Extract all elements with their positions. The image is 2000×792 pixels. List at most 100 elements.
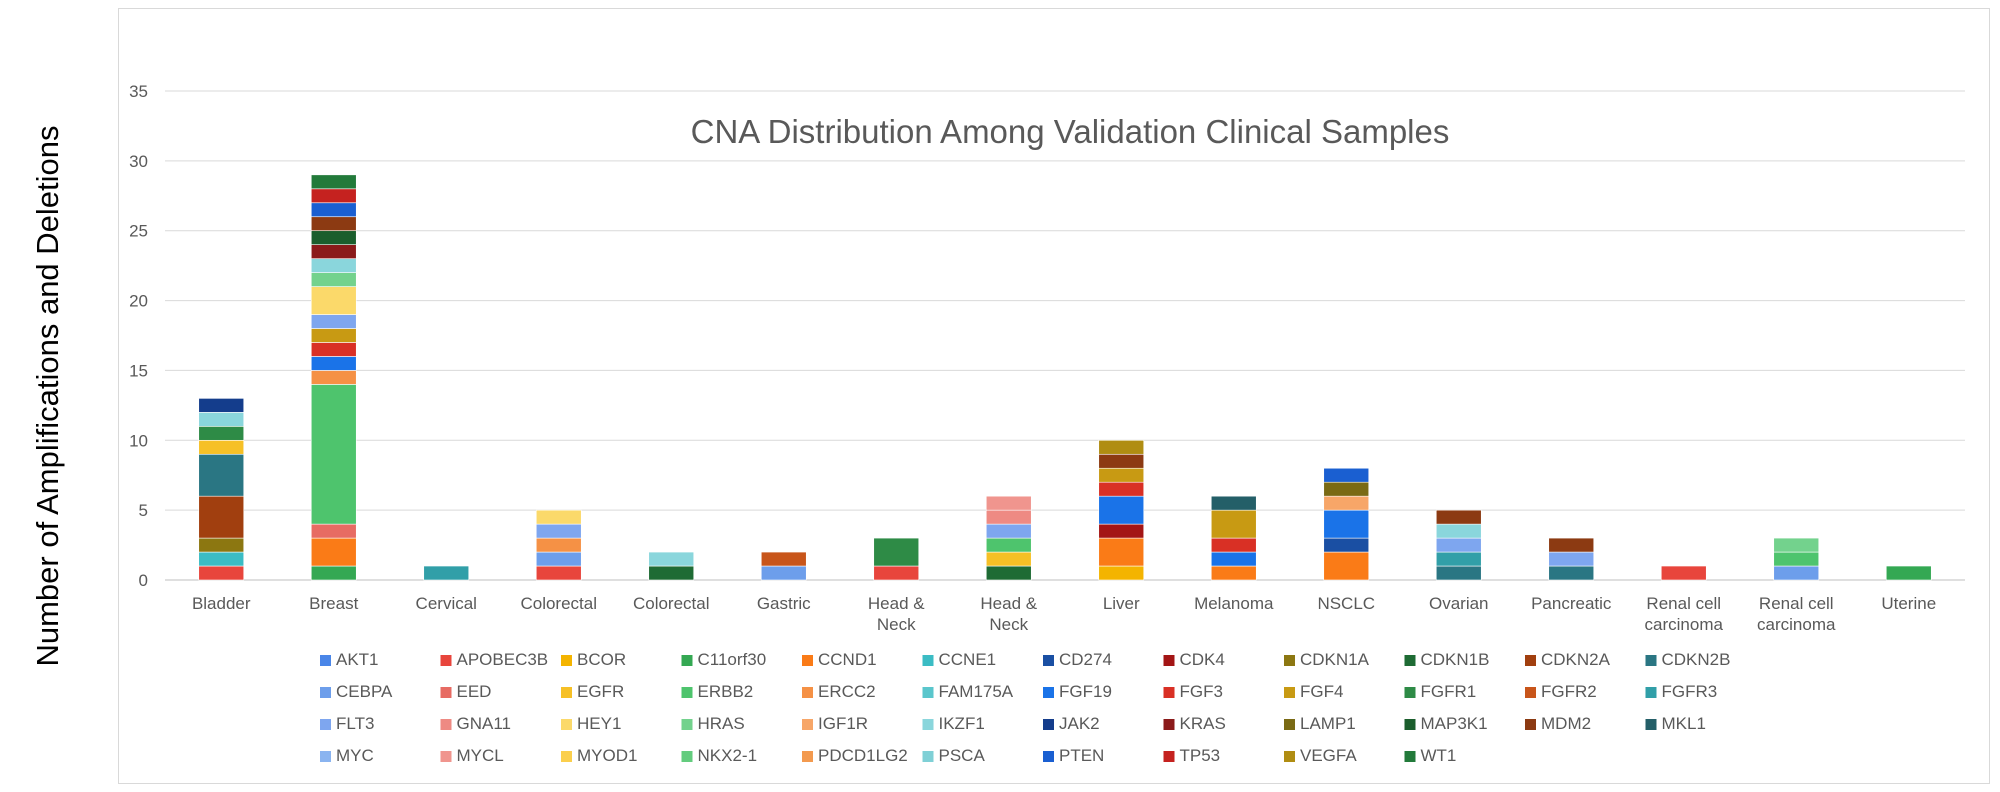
bar-segment-egfr (198, 439, 245, 455)
bar-segment-pten (1323, 467, 1370, 483)
bar-segment-bcor (1098, 565, 1145, 581)
bar-segment-jak2 (198, 398, 245, 413)
bar-segment-fgfr3 (1435, 551, 1482, 567)
legend-label: MYOD1 (577, 746, 637, 765)
legend-swatch (802, 719, 813, 730)
bar-segment-ikzf1 (1435, 523, 1482, 539)
legend-label: IKZF1 (939, 714, 985, 733)
y-tick-label: 0 (139, 571, 148, 590)
legend-swatch (561, 751, 572, 762)
legend-label: BCOR (577, 650, 626, 669)
legend-label: HRAS (698, 714, 745, 733)
bar-segment-cd274 (1323, 537, 1370, 553)
bar-segment-fgf4 (310, 328, 357, 343)
bar-segment-fgf19 (1323, 509, 1370, 539)
legend-swatch (802, 751, 813, 762)
x-tick-label: Breast (309, 594, 358, 613)
bar-segment-cdk4 (1098, 523, 1145, 539)
bar-segment-fgf4 (1210, 509, 1257, 539)
legend-swatch (1163, 687, 1175, 698)
bar-segment-eed (310, 523, 357, 539)
legend-label: TP53 (1180, 746, 1221, 765)
legend-label: PSCA (939, 746, 986, 765)
bar-segment-cdkn2a (198, 495, 245, 539)
bar-segment-map3k1 (310, 230, 357, 245)
bar-segment-hras (1773, 537, 1820, 553)
legend-swatch (1645, 687, 1657, 698)
bar-segment-mdm2 (310, 216, 357, 232)
bar-segment-fgf4 (1098, 467, 1145, 483)
legend-swatch (802, 655, 813, 666)
bar-segment-flt3 (1548, 551, 1595, 567)
legend-label: CDKN1A (1300, 650, 1370, 669)
bar-segment-cebpa (1773, 565, 1820, 581)
bar-segment-ccnd1 (1323, 551, 1370, 581)
x-tick-label: Renal cell carcinoma (1757, 594, 1836, 634)
bar-segment-cdkn2b (1548, 565, 1595, 581)
bar-segment-fgfr1 (198, 426, 245, 441)
legend-swatch (320, 687, 331, 698)
bar-segment-flt3 (310, 314, 357, 329)
x-tick-label: Melanoma (1194, 594, 1274, 613)
bar-segment-fgfr2 (760, 551, 807, 567)
x-tick-label: Uterine (1881, 594, 1936, 613)
bar-segment-flt3 (535, 523, 582, 539)
legend-swatch (1163, 719, 1175, 730)
bar-segment-erbb2 (1773, 551, 1820, 567)
bar-segment-fgfr1 (873, 537, 920, 567)
legend-swatch (320, 655, 331, 666)
bar-segment-hey1 (310, 286, 357, 315)
legend-label: EED (457, 682, 492, 701)
legend-label: CDKN2B (1662, 650, 1731, 669)
legend-label: CDKN1B (1421, 650, 1490, 669)
bar-segment-mdm2 (1435, 509, 1482, 525)
bar-segment-cdkn1b (985, 565, 1032, 581)
x-tick-label: Head & Neck (980, 594, 1037, 634)
bar-segment-flt3 (1435, 537, 1482, 553)
bar-segment-ikzf1 (648, 551, 695, 567)
legend-label: FLT3 (336, 714, 374, 733)
legend-swatch (1525, 719, 1536, 730)
legend-label: FGF4 (1300, 682, 1343, 701)
legend-swatch (561, 655, 572, 666)
legend-swatch (1043, 655, 1054, 666)
bar-segment-gna11 (985, 509, 1032, 525)
legend-swatch (1404, 751, 1416, 762)
legend-label: MYC (336, 746, 374, 765)
bar-segment-erbb2 (985, 537, 1032, 553)
legend-label: PTEN (1059, 746, 1104, 765)
legend-swatch (1043, 719, 1054, 730)
bar-segment-ikzf1 (310, 258, 357, 273)
bar-segment-pten (310, 202, 357, 218)
legend-label: KRAS (1180, 714, 1226, 733)
legend-label: APOBEC3B (457, 650, 549, 669)
bar-segment-ccnd1 (1098, 537, 1145, 567)
legend-swatch (1284, 687, 1295, 698)
legend-label: MKL1 (1662, 714, 1706, 733)
legend-swatch (320, 719, 331, 730)
bar-segment-lamp1 (1323, 481, 1370, 497)
legend-swatch (1043, 751, 1054, 762)
y-tick-label: 35 (129, 82, 148, 101)
bar-segment-mdm2 (1548, 537, 1595, 553)
legend-swatch (922, 687, 934, 698)
legend-swatch (1284, 751, 1295, 762)
legend-label: ERBB2 (698, 682, 754, 701)
bar-segment-ccne1 (198, 551, 245, 567)
bar-segment-ikzf1 (198, 412, 245, 427)
legend-label: FGFR3 (1662, 682, 1718, 701)
bar-segment-fgf3 (1098, 481, 1145, 497)
bar-segment-erbb2 (310, 384, 357, 525)
legend-label: MDM2 (1541, 714, 1591, 733)
bar-segment-ccnd1 (310, 537, 357, 567)
legend-swatch (1645, 655, 1657, 666)
bar-segment-flt3 (985, 523, 1032, 539)
y-tick-label: 10 (129, 431, 148, 450)
x-tick-label: Bladder (192, 594, 251, 613)
legend-swatch (1163, 655, 1175, 666)
chart-title: CNA Distribution Among Validation Clinic… (691, 113, 1450, 150)
legend-swatch (440, 719, 452, 730)
legend-swatch (1163, 751, 1175, 762)
legend-swatch (681, 655, 693, 666)
